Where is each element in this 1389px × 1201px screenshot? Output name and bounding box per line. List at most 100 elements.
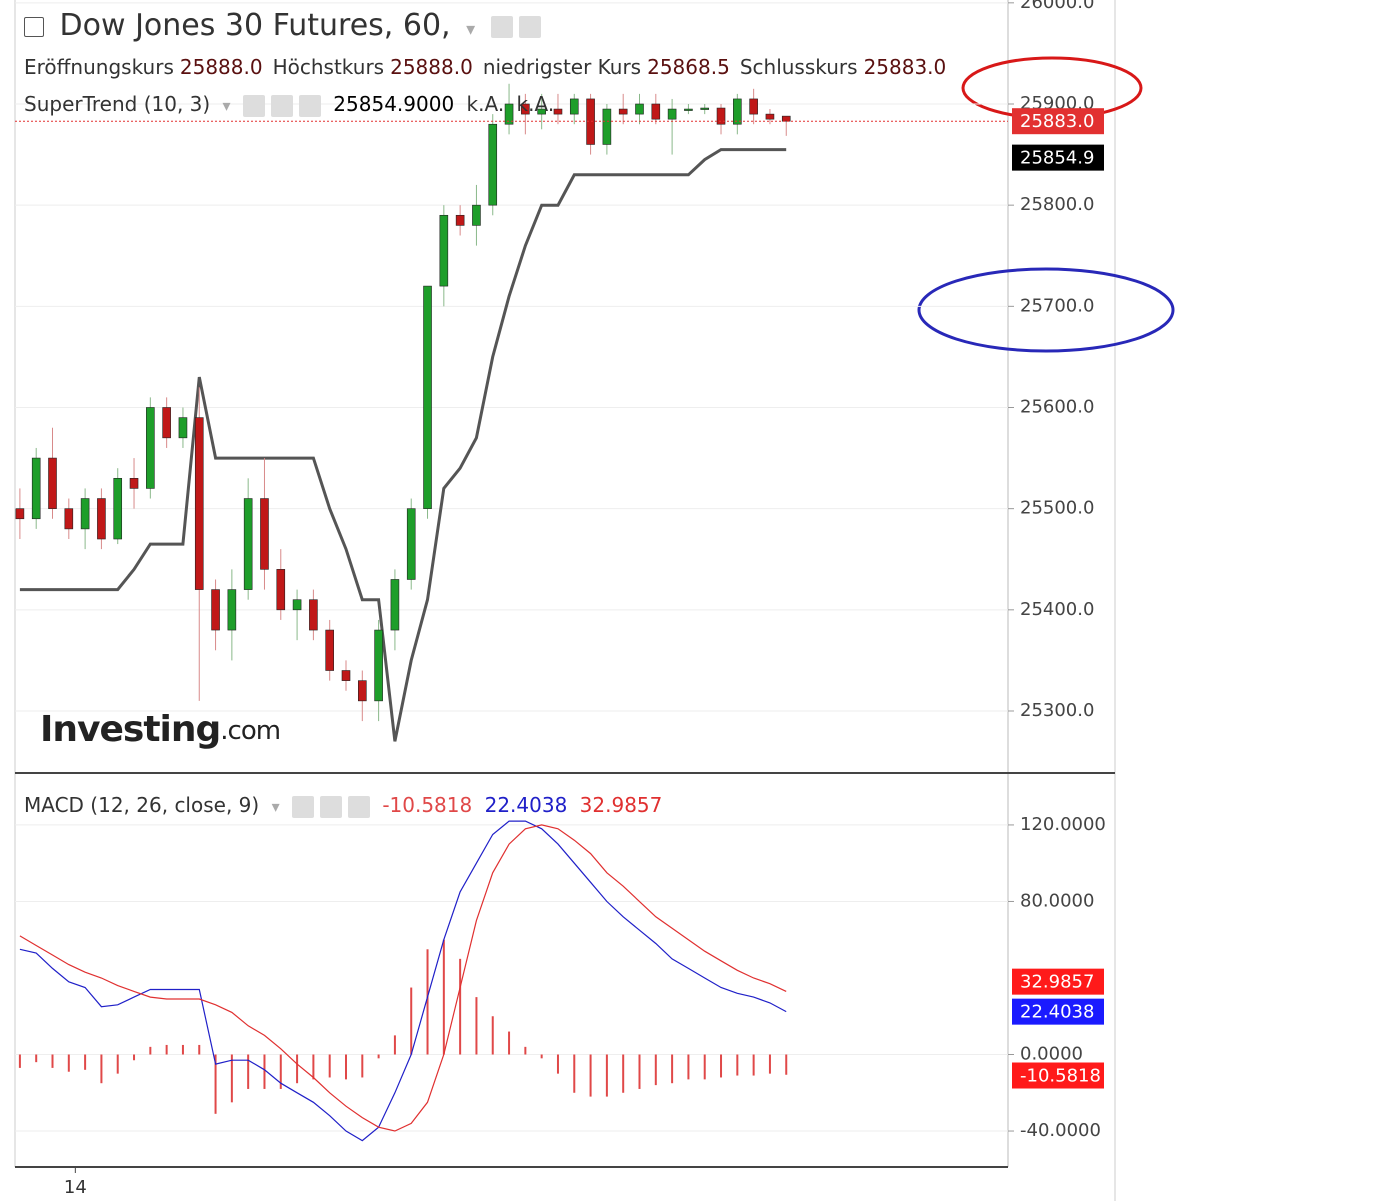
legend-value: 25888.0	[390, 55, 473, 79]
candle-body	[390, 579, 400, 631]
candle-body	[733, 98, 742, 125]
indicator-extra: k.A.	[466, 92, 505, 116]
legend-label: Eröffnungskurs	[24, 55, 174, 79]
y-tick-label: 25400.0	[1020, 599, 1094, 620]
eye-icon[interactable]	[490, 15, 513, 38]
histogram-bar	[393, 1035, 396, 1055]
indicator-legend: SuperTrend (10, 3) ▾ 25854.9000 k.A. k.A…	[24, 92, 560, 117]
histogram-bar	[426, 949, 429, 1055]
eye-icon[interactable]	[242, 94, 265, 117]
candle-body	[406, 508, 416, 580]
candle-body	[260, 498, 269, 570]
macd-line	[19, 820, 787, 1142]
collapse-icon[interactable]	[24, 16, 44, 37]
histogram-bar	[345, 1054, 347, 1080]
dropdown[interactable]: ▾	[466, 19, 476, 40]
indicator-value: 25854.9000	[333, 92, 455, 116]
legend-value: 25868.5	[647, 55, 730, 79]
y-tick-label: 25800.0	[1020, 194, 1094, 215]
histogram-bar	[556, 1054, 559, 1074]
price-badge-label: 25854.9	[1020, 148, 1094, 169]
macd-legend-value: 22.4038	[484, 793, 568, 817]
candle-body	[31, 457, 41, 520]
candle-body	[667, 108, 677, 120]
logo-suffix: .com	[220, 716, 280, 746]
candle-body	[586, 98, 595, 145]
histogram-bar	[703, 1054, 706, 1080]
candle-body	[211, 589, 220, 631]
eye-icon[interactable]	[291, 795, 314, 818]
histogram-bar	[361, 1054, 364, 1078]
y-tick-label: -40.0000	[1020, 1120, 1101, 1141]
legend-label: niedrigster Kurs	[482, 55, 642, 79]
histogram-bar	[720, 1054, 723, 1078]
gear-icon[interactable]	[518, 15, 541, 38]
price-badge	[1012, 968, 1104, 995]
candle-body	[716, 107, 726, 125]
histogram-bar	[459, 958, 462, 1055]
histogram-bar	[51, 1054, 54, 1068]
price-badge	[1012, 108, 1104, 135]
y-tick-label: 25300.0	[1020, 700, 1094, 721]
histogram-bar	[149, 1046, 152, 1055]
histogram-bar	[508, 1031, 511, 1055]
histogram-bar	[328, 1054, 331, 1078]
logo: Investing.com	[40, 709, 280, 750]
histogram-bar	[785, 1054, 788, 1075]
candle-body	[765, 113, 775, 120]
candle-body	[80, 498, 90, 530]
candle-body	[129, 478, 139, 489]
dropdown[interactable]: ▾	[271, 797, 280, 816]
histogram-bar	[671, 1054, 674, 1084]
candle-body	[781, 115, 791, 122]
y-tick-label: 25500.0	[1020, 498, 1094, 519]
histogram-bar	[736, 1054, 739, 1076]
candle-body	[602, 108, 612, 145]
candle-body	[325, 629, 334, 671]
legend-value: 25883.0	[863, 55, 947, 79]
y-tick-label: 80.0000	[1020, 890, 1094, 911]
chart-title: Dow Jones 30 Futures, 60,	[59, 8, 451, 43]
indicator-name: SuperTrend (10, 3)	[24, 92, 211, 116]
histogram-bar	[654, 1054, 657, 1086]
gear-icon[interactable]	[319, 795, 342, 818]
histogram-bar	[198, 1044, 201, 1055]
histogram-bar	[491, 1016, 494, 1055]
candle-body	[684, 108, 693, 111]
histogram-bar	[377, 1054, 380, 1059]
gear-icon[interactable]	[270, 94, 293, 117]
legend-label: Höchstkurs	[272, 55, 385, 79]
candle-body	[651, 103, 661, 120]
title-row: Dow Jones 30 Futures, 60, ▾	[24, 8, 547, 43]
candle-body	[504, 103, 514, 125]
dropdown[interactable]: ▾	[222, 96, 231, 115]
candle-body	[553, 108, 563, 115]
candle-body	[113, 478, 123, 540]
x-tick-label: 14	[64, 1177, 87, 1198]
legend-value: 25888.0	[179, 55, 263, 79]
macd-title: MACD (12, 26, close, 9)	[24, 793, 260, 817]
annotation-ellipse	[917, 267, 1175, 353]
y-tick-label: 120.0000	[1020, 814, 1106, 835]
candle-body	[423, 285, 432, 509]
close-icon[interactable]	[298, 94, 321, 117]
histogram-bar	[475, 997, 478, 1055]
candle-body	[537, 108, 546, 115]
histogram-bar	[84, 1054, 87, 1070]
candle-body	[569, 98, 579, 115]
supertrend-line	[19, 148, 787, 742]
candle-body	[292, 599, 302, 611]
price-badge-label: 22.4038	[1020, 1002, 1094, 1023]
candle-body	[15, 508, 25, 520]
histogram-bar	[410, 987, 413, 1055]
legend-label: Schlusskurs	[739, 55, 858, 79]
candle-body	[243, 498, 253, 590]
candle-body	[309, 599, 318, 631]
histogram-bar	[296, 1054, 299, 1084]
y-tick-label: 26000.0	[1020, 0, 1094, 13]
candle-body	[276, 569, 286, 611]
histogram-bar	[752, 1054, 755, 1076]
close-icon[interactable]	[347, 795, 370, 818]
price-badge-label: -10.5818	[1020, 1066, 1101, 1087]
histogram-bar	[100, 1054, 103, 1084]
